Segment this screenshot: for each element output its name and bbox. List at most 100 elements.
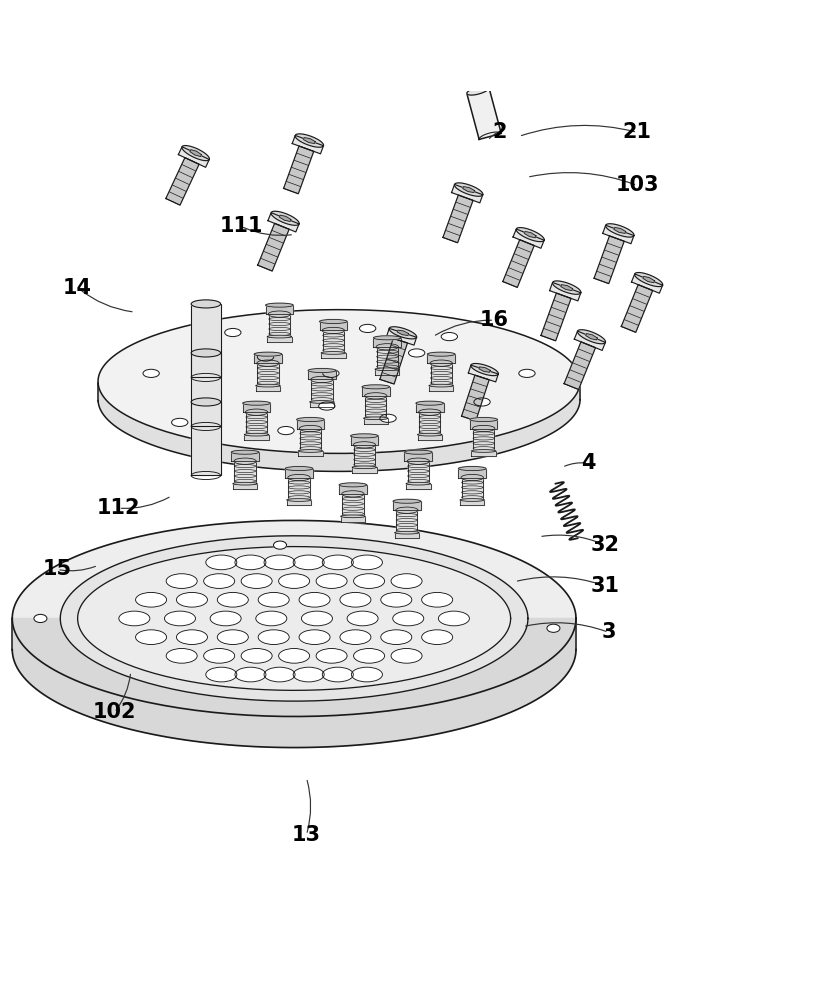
Ellipse shape bbox=[234, 458, 257, 464]
Polygon shape bbox=[462, 478, 483, 500]
Polygon shape bbox=[386, 328, 417, 345]
Ellipse shape bbox=[352, 466, 377, 469]
Ellipse shape bbox=[353, 442, 376, 448]
Polygon shape bbox=[473, 429, 494, 451]
Polygon shape bbox=[471, 363, 498, 376]
Polygon shape bbox=[552, 281, 581, 294]
Ellipse shape bbox=[231, 450, 259, 454]
Ellipse shape bbox=[321, 352, 346, 354]
Ellipse shape bbox=[458, 467, 486, 471]
Polygon shape bbox=[525, 231, 536, 238]
Ellipse shape bbox=[293, 667, 324, 682]
Polygon shape bbox=[462, 375, 489, 421]
Ellipse shape bbox=[364, 393, 387, 399]
Ellipse shape bbox=[340, 630, 371, 645]
Text: 14: 14 bbox=[63, 278, 92, 298]
Polygon shape bbox=[605, 224, 634, 237]
Ellipse shape bbox=[323, 369, 339, 377]
Polygon shape bbox=[231, 452, 259, 461]
Polygon shape bbox=[614, 227, 626, 233]
Ellipse shape bbox=[288, 474, 310, 481]
Ellipse shape bbox=[235, 555, 266, 570]
Polygon shape bbox=[454, 183, 483, 196]
Ellipse shape bbox=[408, 349, 425, 357]
Ellipse shape bbox=[172, 418, 188, 426]
Ellipse shape bbox=[176, 630, 208, 645]
Text: 102: 102 bbox=[92, 702, 136, 722]
Polygon shape bbox=[395, 533, 419, 538]
Ellipse shape bbox=[241, 574, 272, 588]
Ellipse shape bbox=[298, 450, 323, 452]
Ellipse shape bbox=[364, 417, 388, 420]
Text: 112: 112 bbox=[96, 498, 141, 518]
Polygon shape bbox=[341, 516, 365, 522]
Ellipse shape bbox=[267, 335, 292, 338]
Ellipse shape bbox=[244, 433, 269, 436]
Ellipse shape bbox=[373, 336, 401, 340]
Ellipse shape bbox=[301, 611, 333, 626]
Polygon shape bbox=[191, 353, 221, 426]
Polygon shape bbox=[178, 147, 209, 167]
Polygon shape bbox=[319, 321, 347, 330]
Polygon shape bbox=[12, 520, 576, 717]
Text: 3: 3 bbox=[601, 622, 616, 642]
Ellipse shape bbox=[422, 592, 453, 607]
Polygon shape bbox=[321, 353, 346, 358]
Ellipse shape bbox=[380, 414, 396, 422]
Ellipse shape bbox=[393, 611, 424, 626]
Ellipse shape bbox=[429, 384, 453, 387]
Ellipse shape bbox=[319, 402, 335, 410]
Polygon shape bbox=[292, 135, 324, 154]
Ellipse shape bbox=[258, 592, 289, 607]
Polygon shape bbox=[98, 382, 580, 471]
Polygon shape bbox=[375, 369, 400, 375]
Ellipse shape bbox=[308, 368, 336, 373]
Ellipse shape bbox=[341, 515, 365, 518]
Ellipse shape bbox=[274, 541, 287, 549]
Ellipse shape bbox=[316, 574, 347, 588]
Ellipse shape bbox=[166, 574, 197, 588]
Ellipse shape bbox=[362, 385, 390, 389]
Ellipse shape bbox=[235, 667, 266, 682]
Polygon shape bbox=[268, 213, 299, 232]
Ellipse shape bbox=[297, 418, 324, 422]
Polygon shape bbox=[541, 293, 571, 341]
Ellipse shape bbox=[339, 483, 367, 487]
Polygon shape bbox=[98, 310, 580, 453]
Ellipse shape bbox=[460, 499, 484, 501]
Ellipse shape bbox=[136, 630, 167, 645]
Polygon shape bbox=[452, 184, 483, 203]
Ellipse shape bbox=[299, 425, 322, 432]
Polygon shape bbox=[468, 365, 498, 382]
Ellipse shape bbox=[233, 482, 257, 485]
Polygon shape bbox=[12, 618, 576, 748]
Ellipse shape bbox=[310, 376, 333, 383]
Text: 13: 13 bbox=[292, 825, 321, 845]
Ellipse shape bbox=[217, 630, 248, 645]
Polygon shape bbox=[354, 445, 375, 467]
Ellipse shape bbox=[203, 648, 234, 663]
Ellipse shape bbox=[342, 491, 364, 497]
Polygon shape bbox=[417, 435, 442, 440]
Ellipse shape bbox=[316, 648, 347, 663]
Polygon shape bbox=[350, 436, 378, 445]
Ellipse shape bbox=[243, 401, 270, 405]
Ellipse shape bbox=[217, 592, 248, 607]
Polygon shape bbox=[254, 354, 282, 363]
Polygon shape bbox=[303, 138, 315, 144]
Polygon shape bbox=[323, 330, 344, 353]
Polygon shape bbox=[578, 330, 605, 344]
Polygon shape bbox=[352, 467, 377, 473]
Text: 16: 16 bbox=[480, 310, 509, 330]
Text: 111: 111 bbox=[219, 216, 263, 236]
Polygon shape bbox=[416, 403, 444, 412]
Ellipse shape bbox=[351, 555, 382, 570]
Ellipse shape bbox=[430, 360, 453, 366]
Ellipse shape bbox=[206, 667, 237, 682]
Polygon shape bbox=[365, 396, 386, 418]
Ellipse shape bbox=[143, 369, 159, 377]
Polygon shape bbox=[429, 386, 453, 391]
Ellipse shape bbox=[245, 409, 268, 415]
Ellipse shape bbox=[391, 574, 422, 588]
Polygon shape bbox=[467, 86, 489, 95]
